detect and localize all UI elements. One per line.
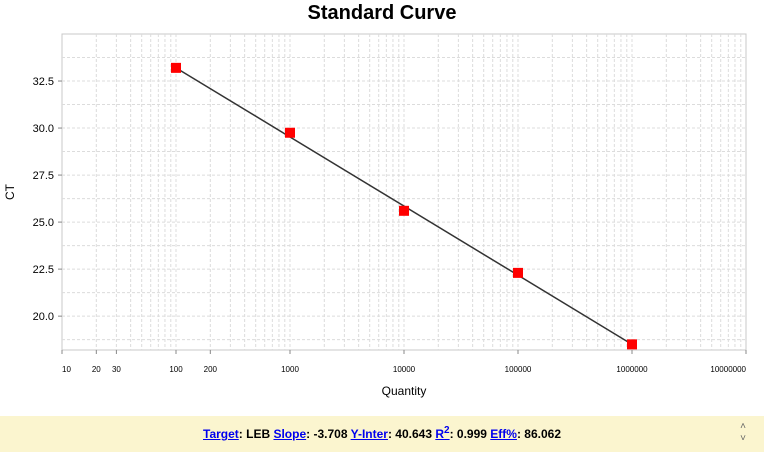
y-axis-label: CT (3, 183, 17, 200)
y-inter-value: : 40.643 (387, 427, 436, 441)
y-tick-label: 25.0 (33, 217, 54, 229)
chevron-up-icon[interactable]: ˄ (740, 421, 746, 432)
x-tick-label: 20 (92, 365, 101, 374)
chart-title: Standard Curve (307, 2, 457, 24)
y-tick-label: 22.5 (33, 264, 54, 276)
stats-line: Target: LEB Slope: -3.708 Y-Inter: 40.64… (0, 425, 764, 441)
y-inter-link[interactable]: Y-Inter (350, 427, 388, 441)
x-tick-label: 10000 (393, 365, 416, 374)
standard-curve-plot: 20.0 22.5 25.0 27.5 30.0 32.5 10 20 30 100 200 1000… (3, 33, 747, 398)
data-point[interactable] (285, 127, 295, 138)
efficiency-value: : 86.062 (516, 427, 561, 441)
data-point[interactable] (399, 205, 409, 216)
target-value: : LEB (238, 427, 274, 441)
slope-value: : -3.708 (306, 427, 351, 441)
y-tick-label: 27.5 (33, 170, 54, 182)
y-tick-label: 30.0 (33, 123, 54, 135)
x-tick-label: 1000000 (616, 365, 648, 374)
x-tick-label: 10 (62, 365, 71, 374)
data-point[interactable] (627, 339, 637, 350)
stats-bar: Target: LEB Slope: -3.708 Y-Inter: 40.64… (0, 416, 764, 452)
target-link[interactable]: Target (203, 427, 239, 441)
efficiency-link[interactable]: Eff% (490, 427, 517, 441)
r-squared-superscript: 2 (444, 425, 450, 436)
chevron-down-icon[interactable]: ˅ (740, 433, 746, 444)
x-tick-label: 10000000 (710, 365, 746, 374)
x-tick-label: 100000 (505, 365, 532, 374)
x-tick-label: 100 (169, 365, 183, 374)
data-point[interactable] (171, 62, 181, 73)
r-squared-label: R (435, 427, 445, 441)
r-squared-link[interactable]: R2 (435, 425, 450, 441)
x-tick-label: 200 (204, 365, 218, 374)
data-point[interactable] (513, 267, 523, 278)
scroll-spinner[interactable]: ˄ ˅ (736, 420, 750, 446)
grid-layer (62, 34, 746, 350)
x-axis-label: Quantity (382, 384, 427, 398)
x-tick-label: 1000 (281, 365, 299, 374)
y-tick-label: 20.0 (33, 311, 54, 323)
points-layer (171, 62, 637, 350)
slope-link[interactable]: Slope (273, 427, 307, 441)
y-tick-label: 32.5 (33, 76, 54, 88)
x-tick-label: 30 (112, 365, 121, 374)
r-squared-value: : 0.999 (449, 427, 491, 441)
tick-layer: 20.0 22.5 25.0 27.5 30.0 32.5 10 20 30 100 200 1000… (33, 76, 747, 374)
